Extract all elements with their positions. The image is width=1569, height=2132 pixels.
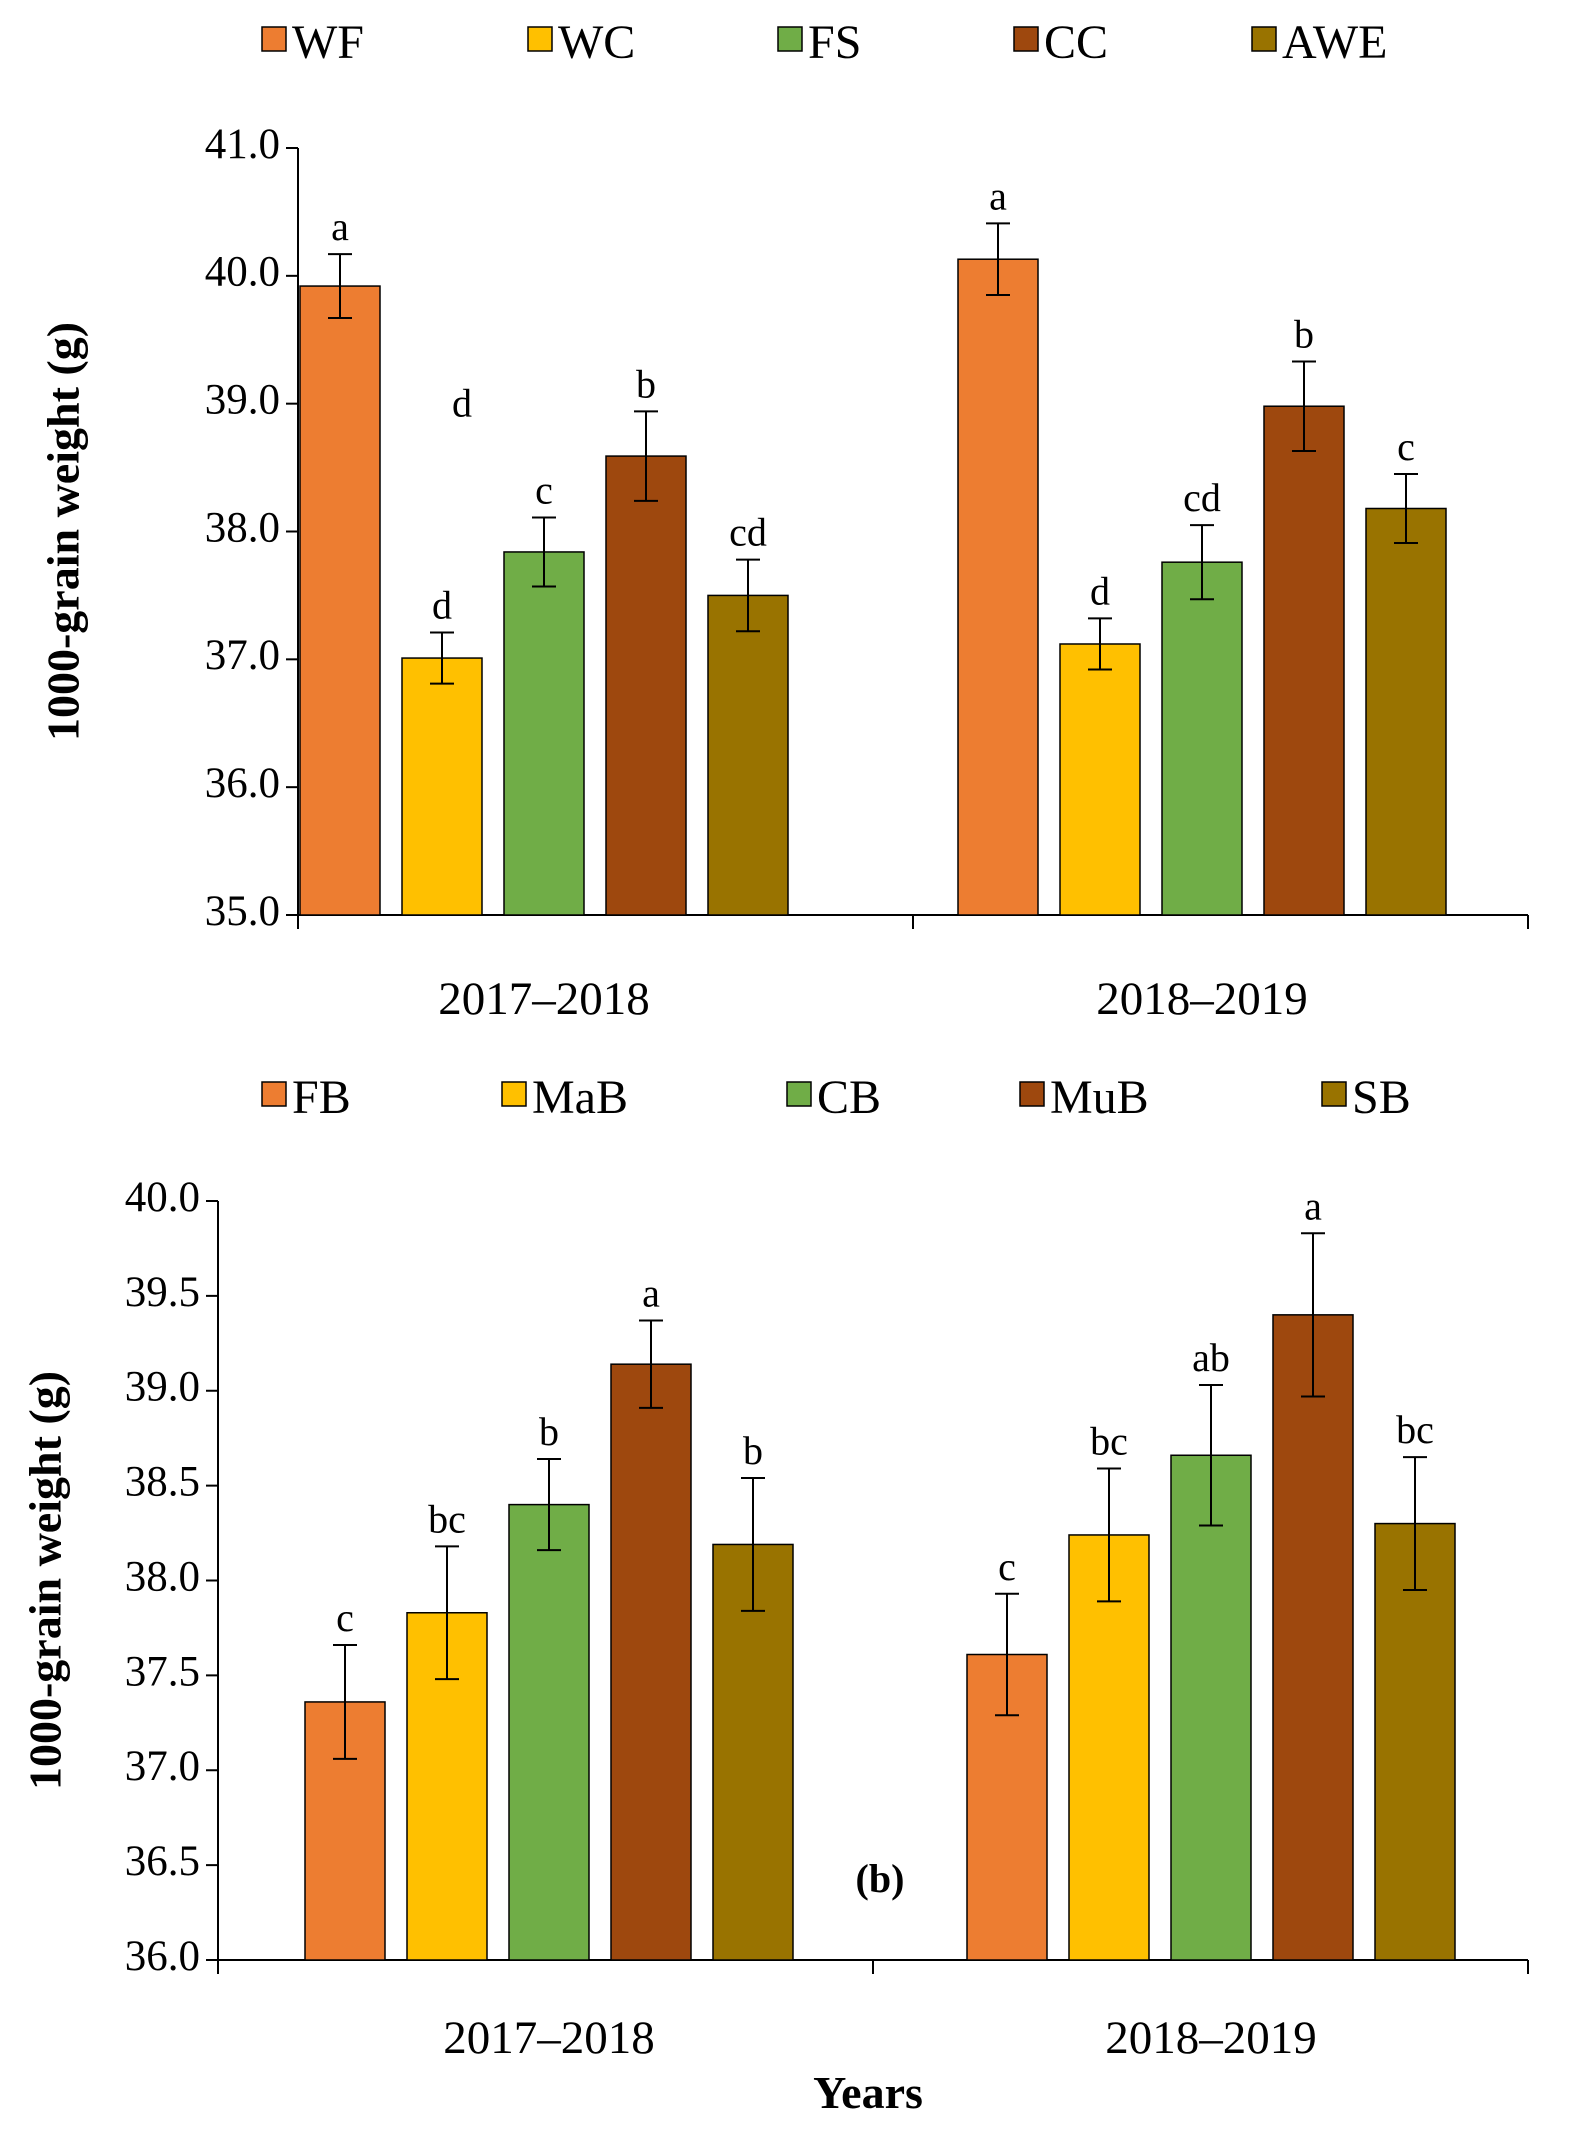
bar-fs — [1161, 561, 1243, 916]
significance-label: a — [989, 173, 1007, 218]
significance-label: b — [636, 361, 656, 406]
significance-label: bc — [428, 1496, 466, 1541]
bar-sb — [712, 1543, 794, 1961]
chart-panel-a: WF WC FS CC AWE 35.0 36.0 37.0 38.0 39.0 40.0 41.0 1… — [38, 16, 1529, 1025]
significance-label: bc — [1396, 1407, 1434, 1452]
y-tick-label: 39.0 — [125, 1364, 200, 1411]
bar-mub — [610, 1363, 692, 1961]
bar-fs — [503, 551, 585, 916]
bar-mab — [1068, 1534, 1150, 1961]
bar-awe — [1365, 507, 1447, 916]
y-tick-label: 40.0 — [205, 249, 280, 296]
y-tick-label: 37.5 — [125, 1648, 200, 1695]
significance-label: cd — [729, 510, 767, 555]
significance-label: d — [1090, 568, 1110, 613]
bar-wf — [957, 258, 1039, 916]
significance-label: b — [1294, 311, 1314, 356]
y-tick-label: 40.0 — [125, 1174, 200, 1221]
bar-wc — [1059, 643, 1141, 916]
category-label: 2018–2019 — [1105, 2012, 1317, 2064]
y-tick-label: 36.0 — [125, 1933, 200, 1980]
significance-label: ab — [1192, 1335, 1230, 1380]
bar-mub — [1272, 1314, 1354, 1961]
legend-swatch-fb — [261, 1081, 287, 1107]
y-tick-label: 41.0 — [205, 121, 280, 168]
bar-awe — [707, 594, 789, 916]
significance-label: cd — [1183, 475, 1221, 520]
significance-label: a — [642, 1271, 660, 1316]
significance-label: a — [331, 204, 349, 249]
legend-label-mab: MaB — [532, 1071, 628, 1124]
category-label: 2018–2019 — [1096, 973, 1308, 1025]
y-axis-title: 1000-grain weight (g) — [38, 322, 89, 741]
y-tick-label: 39.5 — [125, 1269, 200, 1316]
significance-label: c — [1397, 424, 1415, 469]
bar-cc — [605, 455, 687, 916]
significance-label: bc — [1090, 1419, 1128, 1464]
bar-wc — [401, 657, 483, 916]
legend-swatch-wc — [527, 26, 553, 52]
significance-label: c — [998, 1544, 1016, 1589]
significance-label: a — [1304, 1183, 1322, 1228]
bar-cb — [1170, 1454, 1252, 1961]
y-tick-label: 37.0 — [205, 632, 280, 679]
legend-label-awe: AWE — [1282, 16, 1387, 69]
significance-label: d — [432, 582, 452, 627]
bar-cc — [1263, 405, 1345, 916]
y-axis-title: 1000-grain weight (g) — [20, 1371, 71, 1790]
legend-swatch-awe — [1251, 26, 1277, 52]
y-tick-label: 38.5 — [125, 1459, 200, 1506]
legend-swatch-wf — [261, 26, 287, 52]
significance-label: c — [336, 1595, 354, 1640]
bar-cb — [508, 1503, 590, 1961]
panel-tag: (b) — [856, 1856, 905, 1901]
legend-label-fs: FS — [808, 16, 861, 69]
y-tick-label: 37.0 — [125, 1743, 200, 1790]
y-tick-label: 38.0 — [125, 1553, 200, 1600]
category-label: 2017–2018 — [443, 2012, 655, 2064]
annotation-label: d — [452, 380, 472, 425]
legend-label-sb: SB — [1352, 1071, 1411, 1124]
legend-swatch-fs — [777, 26, 803, 52]
y-tick-label: 36.5 — [125, 1838, 200, 1885]
legend-swatch-sb — [1321, 1081, 1347, 1107]
legend-label-mub: MuB — [1050, 1071, 1149, 1124]
legend-label-fb: FB — [292, 1071, 351, 1124]
legend-label-wf: WF — [292, 16, 364, 69]
y-tick-label: 38.0 — [205, 504, 280, 551]
bar-sb — [1374, 1522, 1456, 1961]
significance-label: b — [539, 1409, 559, 1454]
legend-swatch-mab — [501, 1081, 527, 1107]
legend-swatch-cb — [786, 1081, 812, 1107]
legend-label-cc: CC — [1044, 16, 1108, 69]
significance-label: c — [535, 467, 553, 512]
legend-label-wc: WC — [558, 16, 635, 69]
chart-panel-b: FB MaB CB MuB SB 36.0 36.5 37.0 37.5 38.0 38.5 39.0… — [20, 1071, 1529, 2118]
bar-wf — [299, 285, 381, 916]
y-tick-label: 39.0 — [205, 377, 280, 424]
y-tick-label: 35.0 — [205, 888, 280, 935]
y-tick-label: 36.0 — [205, 760, 280, 807]
legend-swatch-cc — [1013, 26, 1039, 52]
x-axis-title: Years — [813, 2067, 923, 2118]
significance-label: b — [743, 1428, 763, 1473]
category-label: 2017–2018 — [438, 973, 650, 1025]
legend-label-cb: CB — [817, 1071, 881, 1124]
legend-swatch-mub — [1019, 1081, 1045, 1107]
